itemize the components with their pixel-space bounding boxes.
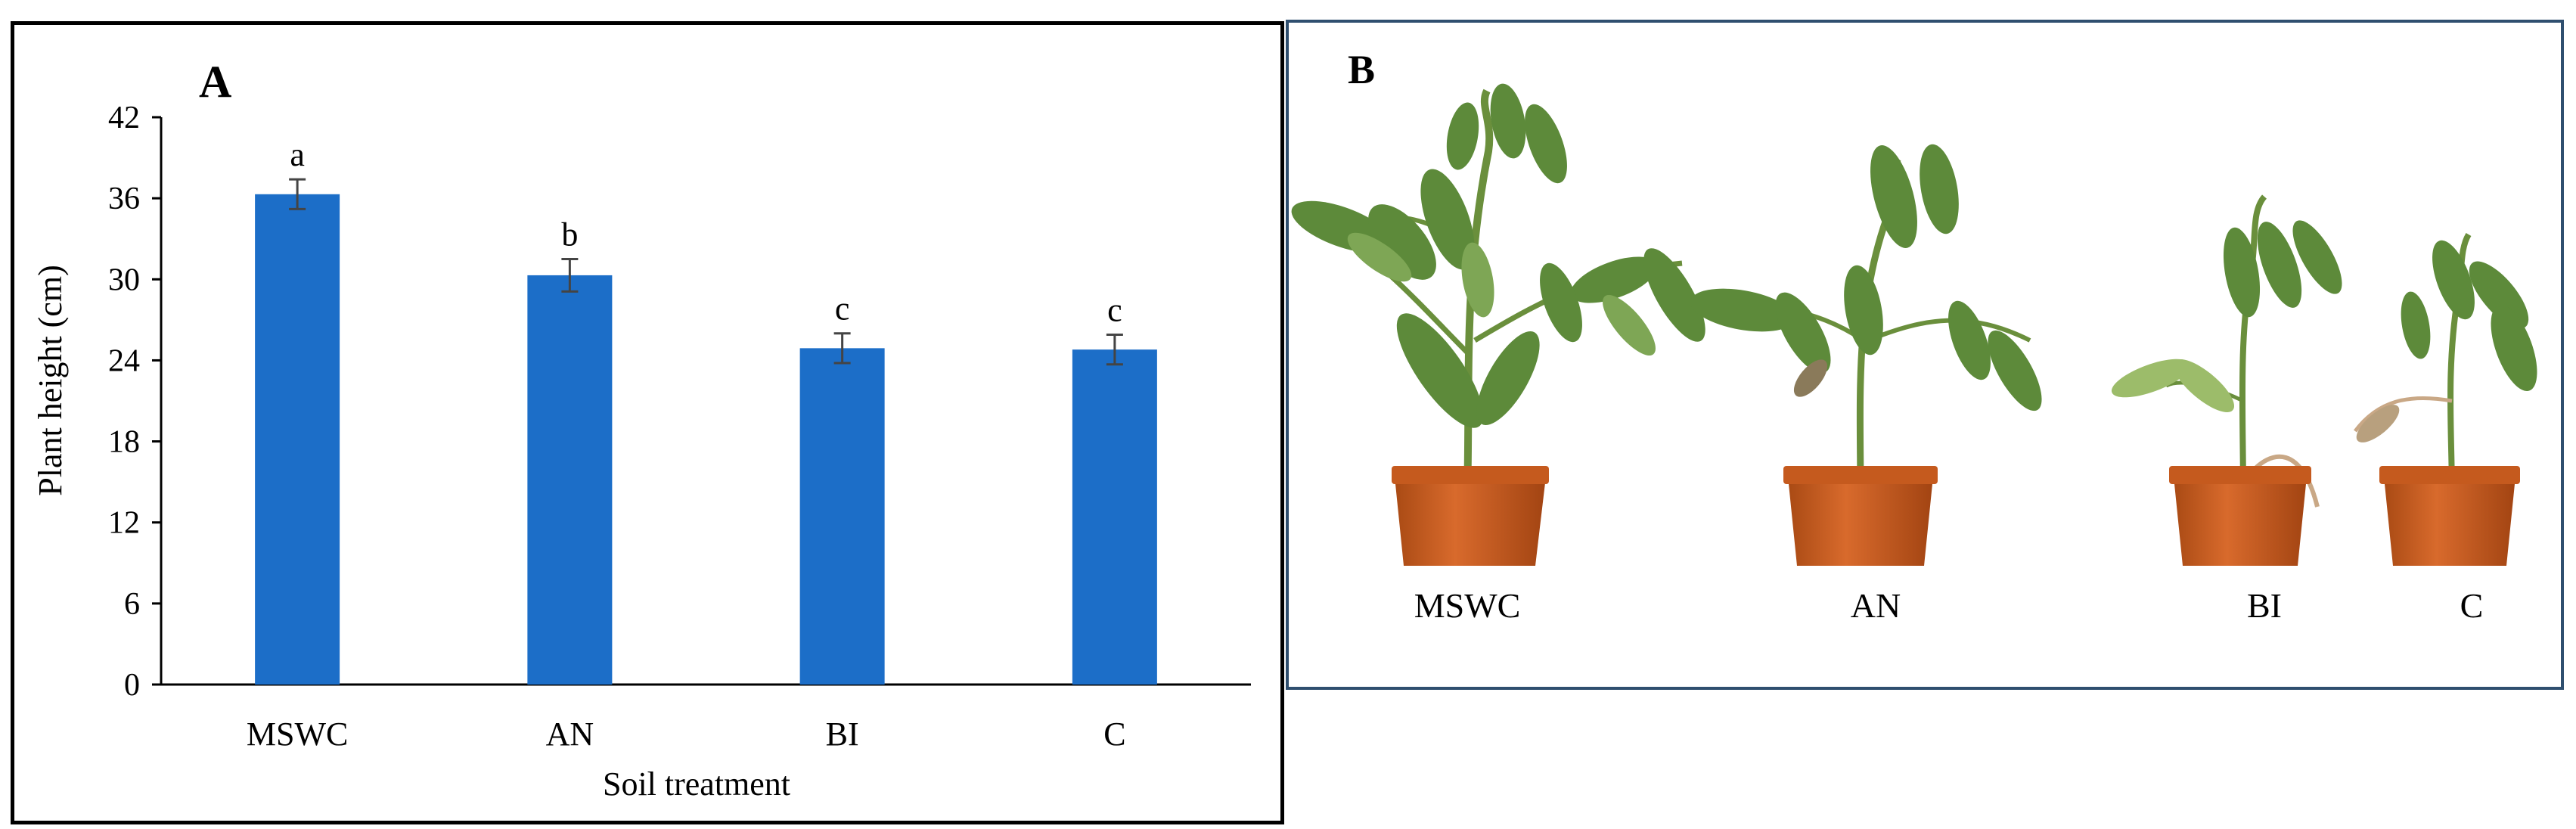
y-tick-label: 30: [108, 262, 140, 297]
plant-label-c: C: [2460, 586, 2484, 625]
plant-mswc: [1291, 83, 1705, 566]
plant-bi: [2111, 194, 2342, 566]
x-tick-label: BI: [826, 716, 859, 753]
x-tick-label: C: [1103, 716, 1125, 753]
plant-label-bi: BI: [2247, 586, 2282, 625]
plants-illustration: B: [1291, 47, 2537, 625]
panel-a-chart: A 0 6 12 18 24 30 36 42 a MSWC b AN c BI c C Plant hei…: [11, 21, 1284, 824]
bar-an: [527, 275, 613, 685]
significance-letter: c: [1107, 292, 1122, 329]
bar-c: [1072, 349, 1157, 685]
plant-label-mswc: MSWC: [1414, 586, 1521, 625]
panel-b-photo: B: [1286, 20, 2564, 690]
y-tick-label: 36: [108, 182, 140, 216]
bar-chart: A 0 6 12 18 24 30 36 42 a MSWC b AN c BI c C Plant hei…: [32, 57, 1251, 803]
plant-c: [2354, 232, 2537, 566]
x-axis-label: Soil treatment: [603, 765, 790, 803]
y-tick-label: 6: [124, 587, 140, 622]
bar-mswc: [255, 194, 340, 685]
significance-letter: b: [561, 216, 578, 253]
panel-b-label: B: [1348, 47, 1375, 92]
x-tick-label: MSWC: [247, 716, 348, 753]
plant-label-an: AN: [1851, 586, 1901, 625]
y-tick-label: 0: [124, 668, 140, 703]
significance-letter: a: [290, 136, 305, 173]
y-tick-label: 24: [108, 343, 140, 378]
significance-letter: c: [835, 290, 850, 328]
bar-bi: [799, 348, 885, 685]
plant-an: [1690, 144, 2042, 566]
y-tick-label: 12: [108, 506, 140, 541]
x-tick-label: AN: [546, 716, 594, 753]
panel-a-label: A: [199, 57, 231, 107]
y-tick-label: 42: [108, 101, 140, 135]
y-tick-label: 18: [108, 425, 140, 460]
y-axis-label: Plant height (cm): [32, 265, 69, 496]
